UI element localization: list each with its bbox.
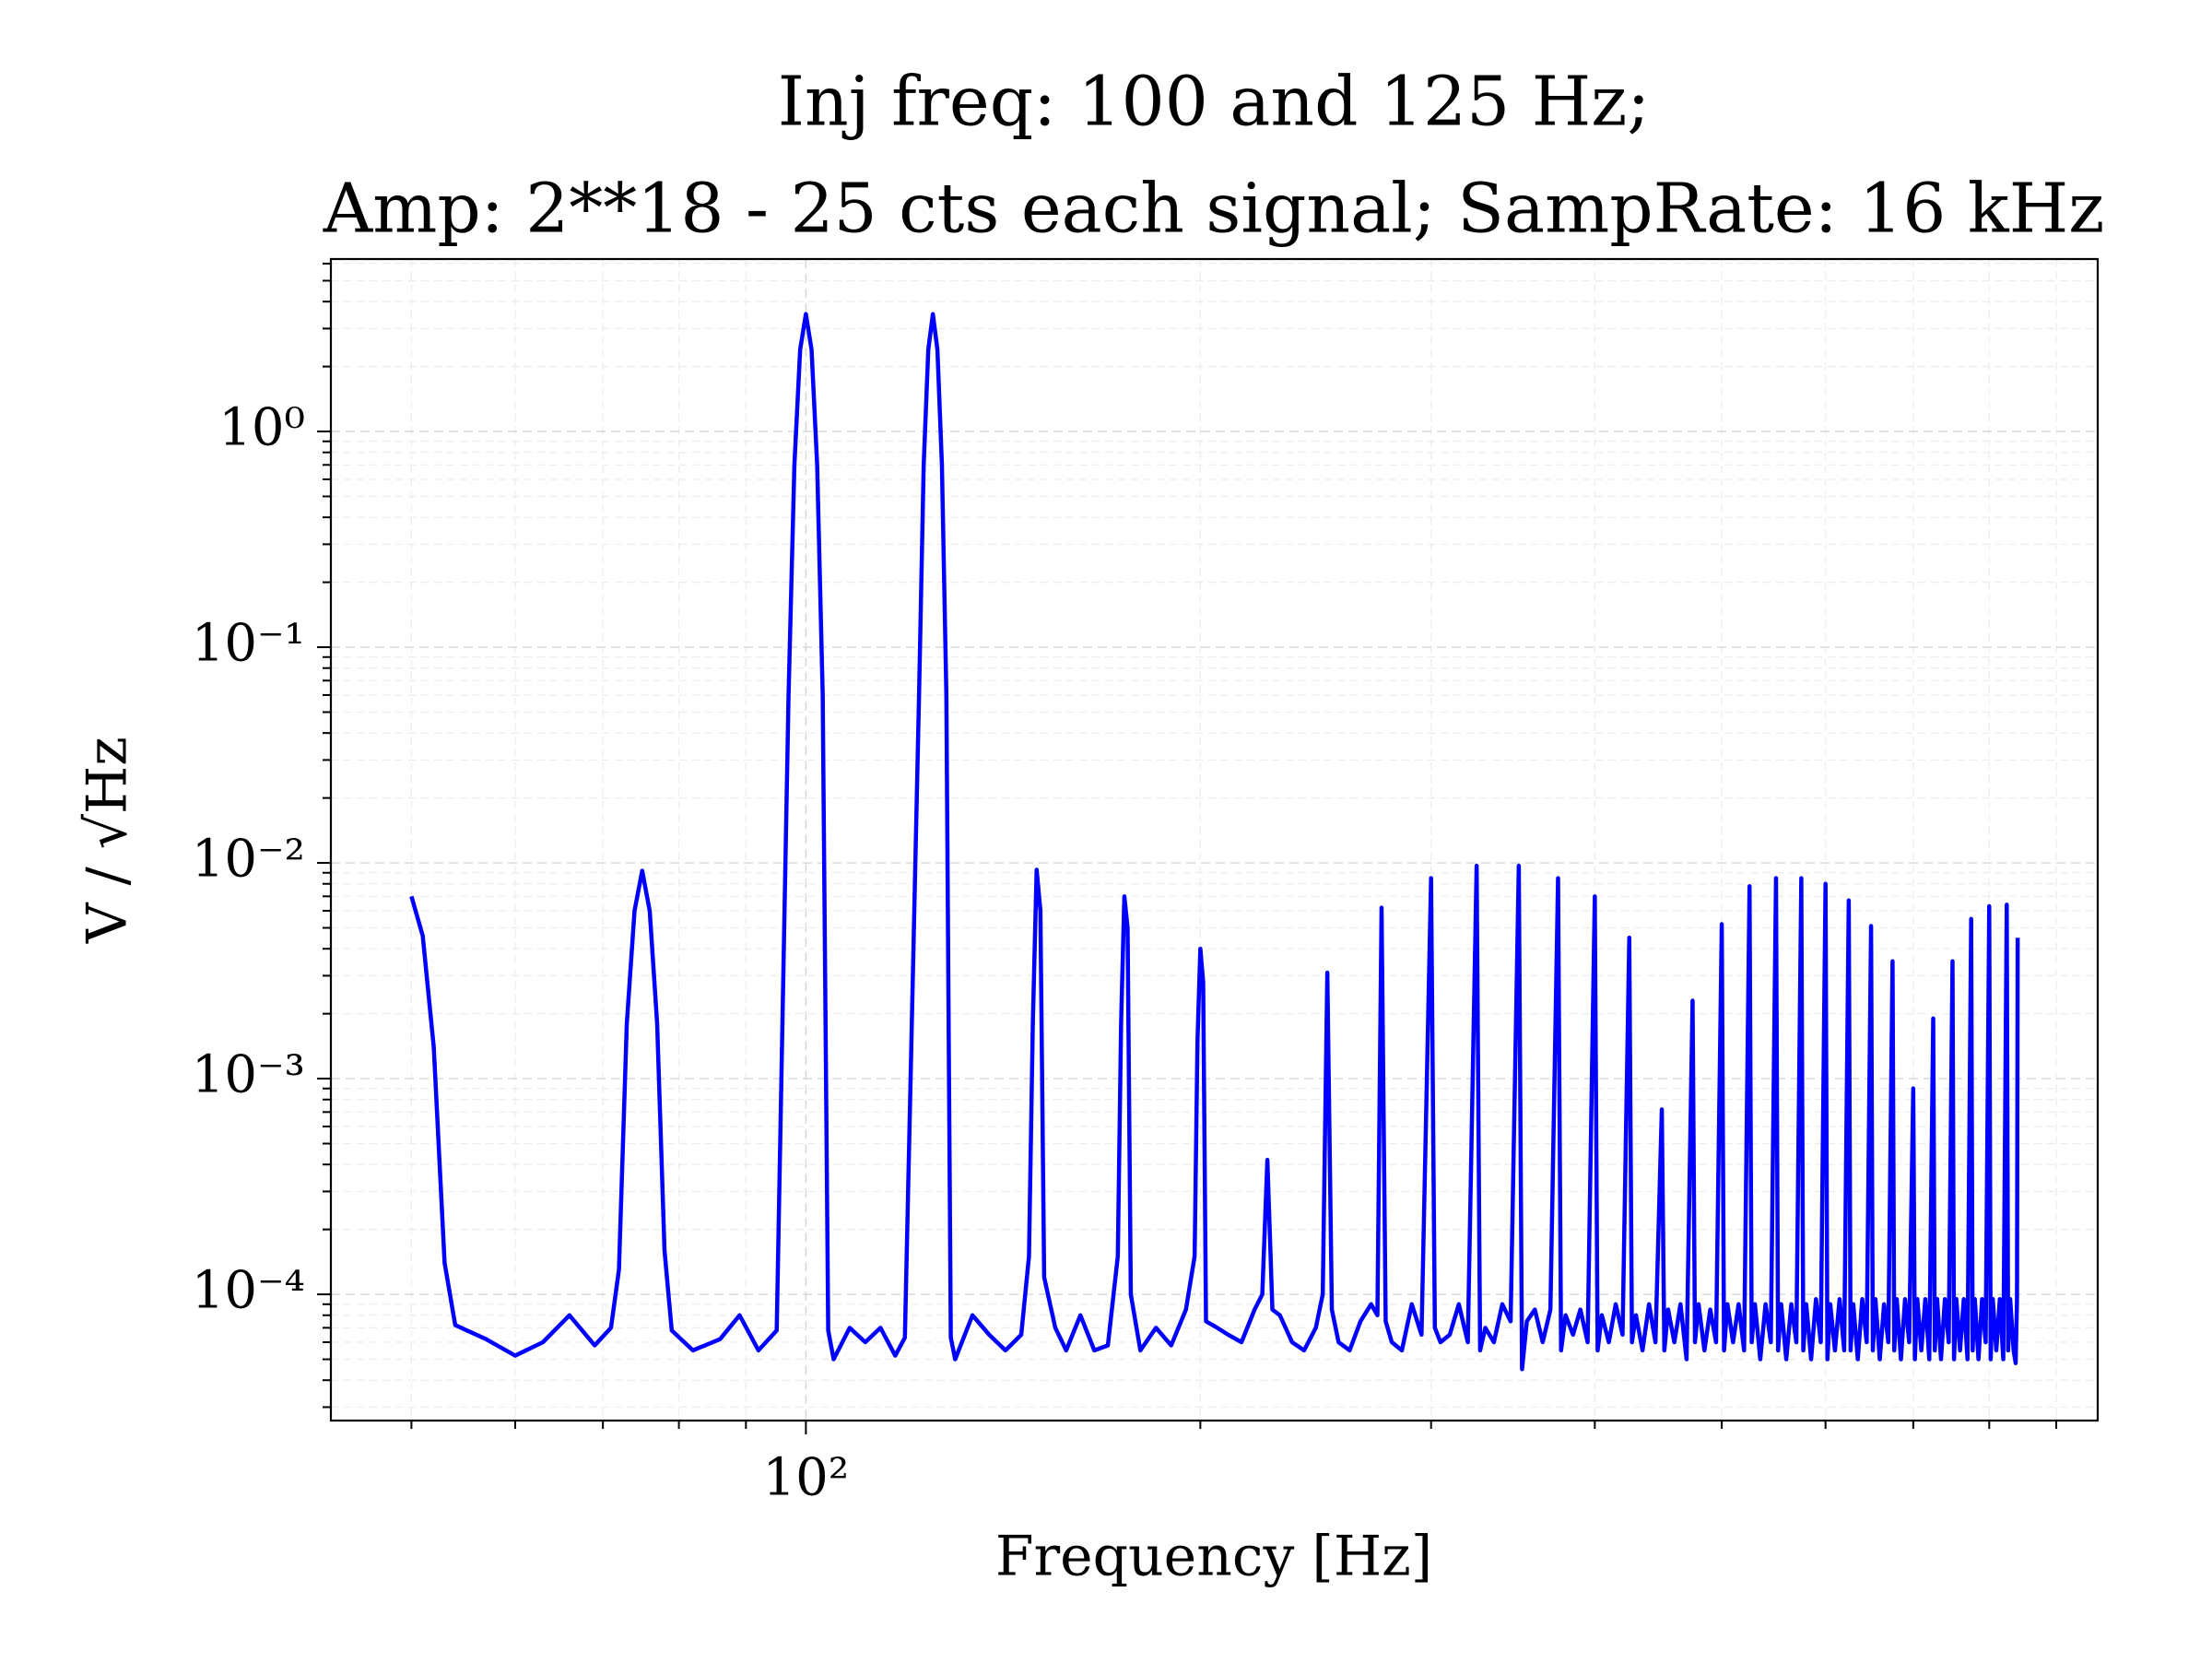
chart-title: Inj freq: 100 and 125 Hz; <box>778 62 1650 141</box>
x-axis-label: Frequency [Hz] <box>995 1525 1432 1589</box>
y-tick-label: 10⁻⁴ <box>192 1261 305 1321</box>
data-line <box>409 312 2020 1372</box>
y-tick-label: 10⁰ <box>218 398 305 458</box>
y-axis-label: V / √Hz <box>76 737 140 944</box>
chart-title: Amp: 2**18 - 25 cts each signal; SampRat… <box>323 169 2104 248</box>
plot-frame <box>329 257 2100 1422</box>
x-tick-label: 10² <box>763 1448 850 1508</box>
y-tick-label: 10⁻² <box>192 830 305 890</box>
y-tick-label: 10⁻¹ <box>192 614 305 674</box>
y-tick-label: 10⁻³ <box>192 1045 305 1105</box>
